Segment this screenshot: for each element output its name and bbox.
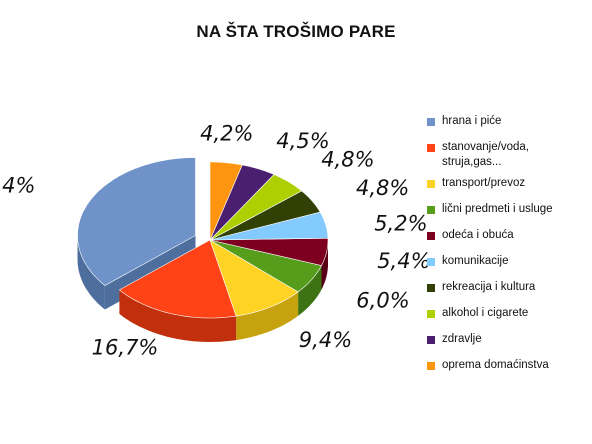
pie-slice-5 bbox=[209, 237, 329, 266]
pie-slice-label-3: 9,4% bbox=[299, 328, 352, 352]
pie-slice-label-4: 6,0% bbox=[356, 288, 409, 312]
legend-swatch-5 bbox=[427, 232, 435, 240]
pie-slice-label-9: 4,5% bbox=[276, 129, 329, 153]
legend-label-7: rekreacija i kultura bbox=[442, 281, 536, 293]
legend-item-4: lični predmeti i usluge bbox=[427, 202, 582, 217]
legend-label-5: odeća i obuća bbox=[442, 229, 514, 241]
legend-label-2: stanovanje/voda, struja,gas... bbox=[442, 141, 529, 168]
legend-item-3: transport/prevoz bbox=[427, 176, 582, 191]
pie-slice-4 bbox=[209, 239, 322, 293]
legend-swatch-6 bbox=[427, 258, 435, 266]
pie-slice-label-6: 5,2% bbox=[374, 212, 427, 236]
pie-slice-side-1 bbox=[77, 235, 105, 310]
pie-slice-label-8: 4,8% bbox=[321, 148, 374, 172]
legend-swatch-9 bbox=[427, 336, 435, 344]
legend-label-3: transport/prevoz bbox=[442, 177, 526, 189]
pie-slice-side-2 bbox=[119, 289, 237, 342]
pie-slice-2 bbox=[118, 239, 237, 319]
legend-swatch-2 bbox=[427, 144, 435, 152]
legend-swatch-10 bbox=[427, 362, 435, 370]
legend-swatch-7 bbox=[427, 284, 435, 292]
pie-slice-6 bbox=[209, 211, 329, 241]
pie-slice-10 bbox=[209, 161, 243, 241]
pie-slice-label-5: 5,4% bbox=[377, 249, 430, 273]
pie-slice-side-4 bbox=[298, 265, 322, 316]
legend-item-10: oprema domaćinstva bbox=[427, 358, 582, 373]
legend-swatch-8 bbox=[427, 310, 435, 318]
pie-slice-1 bbox=[77, 157, 196, 286]
legend-label-8: alkohol i cigarete bbox=[442, 307, 529, 319]
legend-item-5: odeća i obuća bbox=[427, 228, 582, 243]
pie-slice-label-7: 4,8% bbox=[356, 176, 409, 200]
legend-item-8: alkohol i cigarete bbox=[427, 306, 582, 321]
pie-slice-label-2: 16,7% bbox=[92, 336, 159, 360]
pie-slice-3 bbox=[209, 239, 299, 317]
legend-swatch-4 bbox=[427, 206, 435, 214]
pie-slice-side-3 bbox=[236, 291, 299, 341]
legend-item-6: komunikacije bbox=[427, 254, 582, 269]
legend-label-1: hrana i piće bbox=[442, 115, 502, 127]
chart-title: NA ŠTA TROŠIMO PARE bbox=[196, 22, 396, 41]
legend-item-9: zdravlje bbox=[427, 332, 582, 347]
legend-item-7: rekreacija i kultura bbox=[427, 280, 582, 295]
legend-label-10: oprema domaćinstva bbox=[442, 359, 549, 371]
pie-slice-label-10: 4,2% bbox=[200, 121, 253, 145]
pie-slice-7 bbox=[209, 190, 321, 241]
pie-slice-label-1: 34,4% bbox=[0, 173, 36, 197]
legend-swatch-3 bbox=[427, 180, 435, 188]
legend-label-6: komunikacije bbox=[442, 255, 509, 267]
legend-item-1: hrana i piće bbox=[427, 114, 582, 129]
legend-label-4: lični predmeti i usluge bbox=[442, 203, 553, 215]
legend-item-2: stanovanje/voda, struja,gas... bbox=[427, 140, 582, 170]
pie-slice-8 bbox=[209, 174, 303, 241]
legend-label-9: zdravlje bbox=[442, 333, 482, 345]
pie-slice-side-5 bbox=[321, 240, 328, 290]
pie-slice-9 bbox=[209, 164, 275, 241]
legend-swatch-1 bbox=[427, 118, 435, 126]
